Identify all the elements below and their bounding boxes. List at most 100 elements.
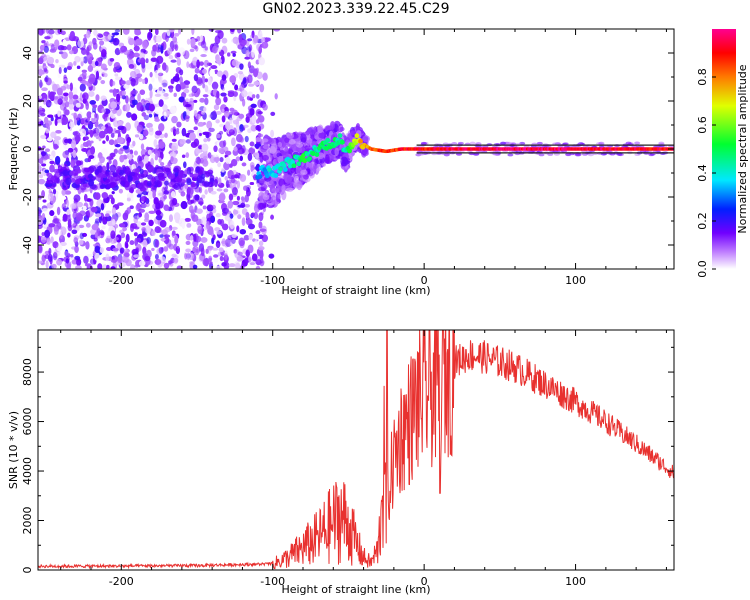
spectrogram-cell (565, 153, 572, 157)
spectrogram-cell (229, 117, 233, 125)
spectrogram-cell (75, 134, 81, 143)
spectrogram-cell (251, 30, 255, 39)
spectrogram-cell (277, 141, 283, 148)
spectrogram-cell (163, 93, 169, 97)
spectrogram-cell (191, 29, 195, 35)
spectrogram-cell (92, 37, 97, 45)
spectrogram-cell (163, 262, 170, 269)
spectrogram-cell (42, 208, 49, 212)
spectrogram-cell (258, 212, 264, 222)
spectrogram-cell (118, 223, 126, 228)
spectrogram-cell (74, 255, 81, 260)
spectrogram-cell (50, 131, 57, 139)
trace-point (358, 138, 363, 144)
spectrogram-cell (44, 148, 51, 153)
colorbar-tick-label: 0.0 (696, 260, 709, 278)
spectrogram-cell (179, 76, 183, 84)
spectrogram-cell (115, 169, 121, 174)
spectrogram-cell (142, 129, 149, 137)
spectrogram-cell (113, 32, 120, 36)
spectrogram-cell (41, 163, 47, 167)
spectrogram-cell (68, 121, 75, 128)
spectrogram-cell (197, 121, 205, 127)
x-tick-label: -200 (109, 274, 134, 287)
spectrogram-cell (53, 143, 59, 150)
spectrogram-cell (271, 187, 280, 194)
spectrogram-cell (105, 178, 111, 184)
spectrogram-cell (136, 221, 142, 228)
spectrogram-cell (88, 77, 95, 85)
spectrogram-cell (178, 96, 185, 103)
spectrogram-cell (74, 168, 81, 174)
spectrogram-cell (152, 44, 157, 52)
y-tick-label: 20 (21, 94, 34, 108)
spectrogram-cell (133, 232, 138, 237)
spectrogram-cell (38, 57, 44, 65)
spectrogram-cell (286, 132, 295, 139)
spectrogram-cell (106, 264, 110, 269)
spectrogram-cell (49, 160, 55, 165)
spectrogram-cell (147, 31, 152, 41)
spectrogram-cell (247, 74, 253, 84)
spectrogram-cell (184, 183, 189, 189)
spectrogram-cell (45, 123, 49, 127)
spectrogram-cell (64, 138, 69, 144)
spectrogram-cell (38, 163, 42, 172)
spectrogram-cell (83, 167, 91, 173)
spectrogram-cell (255, 163, 261, 172)
spectrogram-cell (196, 174, 203, 183)
spectrogram-cell (221, 108, 225, 113)
spectrogram-cell (38, 260, 44, 264)
spectrogram-cell (154, 93, 162, 98)
y-tick-label: -20 (21, 188, 34, 206)
spectrogram-cell (202, 155, 208, 161)
spectrogram-x-label: Height of straight line (km) (281, 284, 430, 297)
spectrogram-cell (38, 244, 43, 254)
spectrogram-cell (339, 126, 345, 132)
spectrogram-cell (118, 42, 125, 47)
spectrogram-cell (88, 90, 95, 97)
spectrogram-cell (70, 31, 75, 38)
spectrogram-cell (103, 73, 108, 78)
spectrogram-cell (151, 230, 156, 236)
spectrogram-cell (218, 200, 225, 204)
spectrogram-cell (245, 211, 250, 219)
spectrogram-cell (87, 173, 94, 179)
spectrogram-cell (318, 132, 326, 139)
spectrogram-cell (251, 94, 256, 99)
spectrogram-cell (251, 114, 257, 124)
spectrogram-cell (157, 190, 163, 198)
spectrogram-cell (324, 154, 330, 165)
spectrogram-cell (197, 225, 203, 235)
spectrogram-cell (152, 190, 156, 199)
spectrogram-cell (54, 136, 61, 141)
spectrogram-cell (49, 155, 54, 160)
spectrogram-cell (88, 178, 95, 187)
spectrogram-cell (158, 99, 164, 107)
spectrogram-cell (66, 84, 71, 90)
spectrogram-cell (67, 147, 74, 153)
spectrogram-cell (75, 102, 81, 108)
spectrogram-cell (137, 93, 141, 102)
spectrogram-cell (90, 228, 97, 235)
spectrogram-cell (153, 197, 159, 205)
spectrogram-cell (147, 174, 153, 180)
spectrogram-cell (255, 136, 262, 143)
trace-point (347, 148, 353, 154)
spectrogram-cell (131, 89, 138, 95)
spectrogram-cell (122, 145, 129, 150)
spectrogram-cell (60, 45, 68, 51)
spectrogram-cell (84, 136, 89, 141)
spectrogram-cell (58, 229, 62, 236)
spectrogram-cell (185, 104, 192, 108)
spectrogram-cell (151, 77, 155, 83)
spectrogram-cell (158, 141, 165, 149)
spectrogram-cell (214, 35, 221, 45)
spectrogram-cell (86, 30, 91, 39)
spectrogram-cell (173, 182, 181, 191)
spectrogram-cell (122, 29, 130, 35)
spectrogram-cell (256, 93, 260, 99)
spectrogram-cell (171, 138, 177, 142)
spectrogram-cell (254, 234, 260, 240)
